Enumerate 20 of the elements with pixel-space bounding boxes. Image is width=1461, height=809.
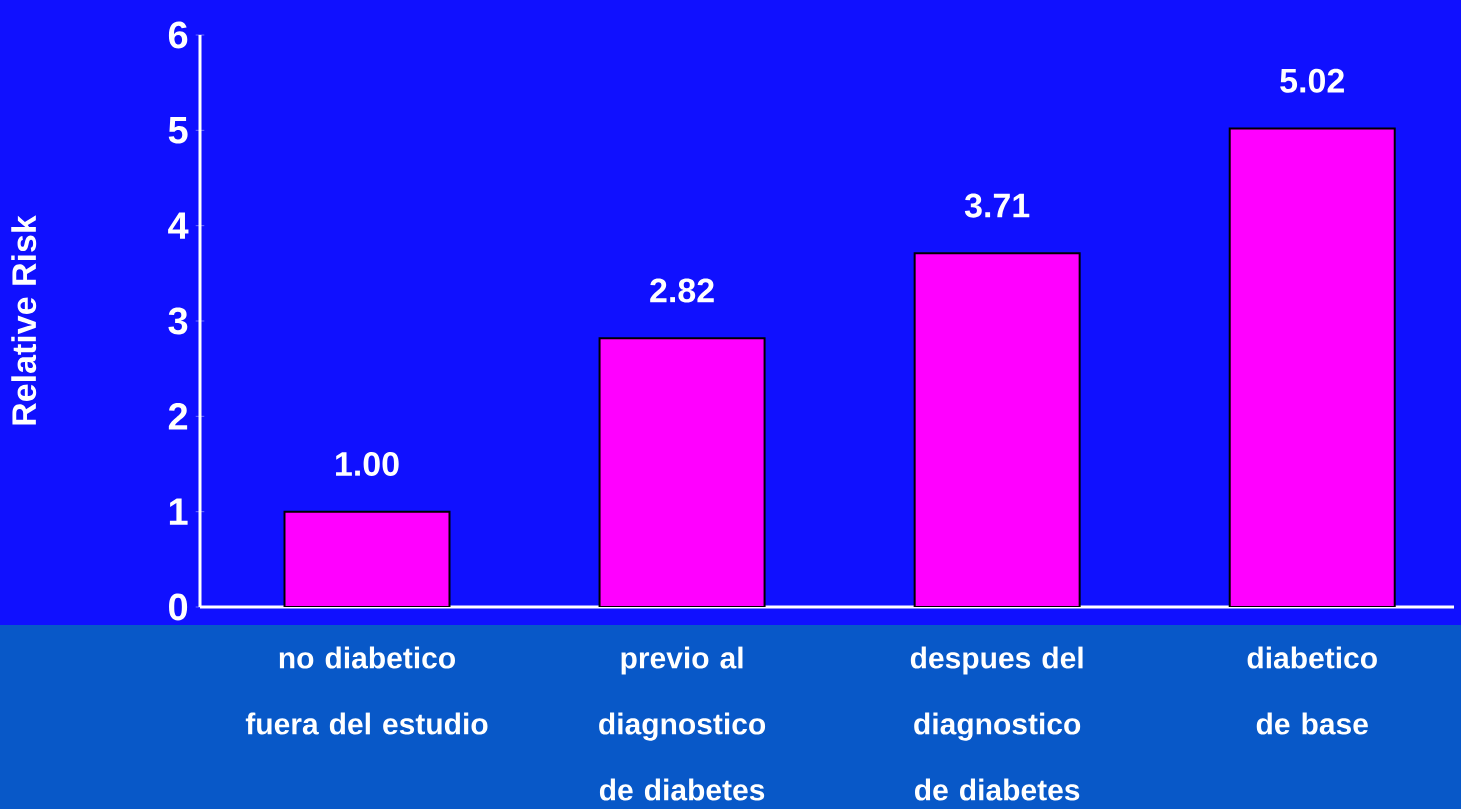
y-tick-label: 1 <box>169 498 188 525</box>
bar <box>1228 127 1396 607</box>
y-tick-label: 6 <box>168 21 188 49</box>
y-tick-label: 4 <box>168 212 189 239</box>
category-label: no diabetico fuera del estudio <box>245 646 488 735</box>
bar <box>913 252 1081 607</box>
category-label: previo al diagnostico de diabetes <box>599 646 766 801</box>
data-label: 1.00 <box>336 451 399 477</box>
data-label: 5.02 <box>1280 68 1344 93</box>
y-tick-label: 2 <box>168 403 188 430</box>
y-axis-title: Relative Risk <box>11 215 37 425</box>
data-label: 3.71 <box>964 193 1030 218</box>
category-label: despues del diagnostico de diabetes <box>910 646 1083 801</box>
y-tick-label: 0 <box>169 593 188 621</box>
category-label: diabetico de base <box>1247 646 1377 735</box>
y-tick-label: 5 <box>168 117 188 144</box>
data-label: 2.82 <box>650 278 714 303</box>
bar <box>598 337 766 607</box>
bar <box>283 510 451 607</box>
y-tick-label: 3 <box>168 307 188 335</box>
